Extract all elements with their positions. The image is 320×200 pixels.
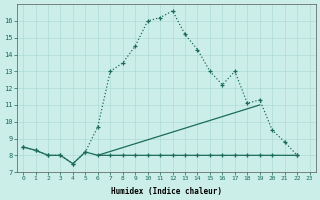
X-axis label: Humidex (Indice chaleur): Humidex (Indice chaleur) (111, 187, 222, 196)
